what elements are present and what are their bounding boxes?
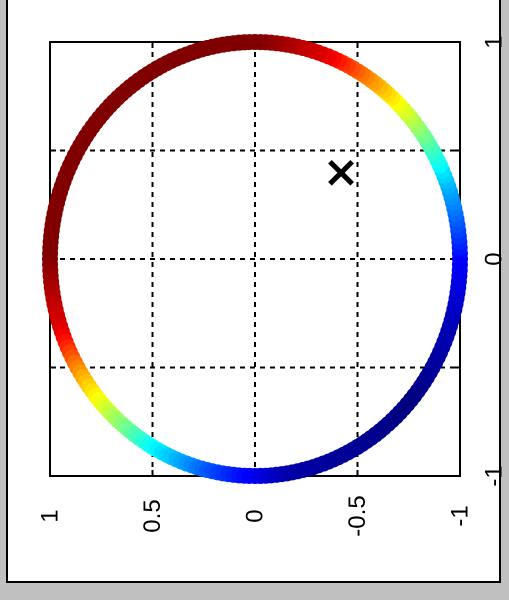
- y-tick-label-2: 1: [481, 35, 504, 48]
- circle-chart: × 1 0.5 0 -0.5 -1 -1 0 1: [37, 34, 504, 537]
- tick-labels: 1 0.5 0 -0.5 -1 -1 0 1: [37, 35, 504, 536]
- x-tick-label-1: 0.5: [139, 499, 166, 532]
- y-tick-label-0: -1: [481, 465, 504, 486]
- x-marker: ×: [323, 147, 360, 198]
- x-tick-label-2: 0: [242, 509, 269, 522]
- y-tick-label-1: 0: [481, 252, 504, 265]
- x-tick-label-4: -1: [447, 505, 474, 526]
- circle-series: [42, 34, 468, 484]
- grid-lines: [50, 42, 460, 476]
- x-tick-label-0: 1: [37, 509, 64, 522]
- x-tick-label-3: -0.5: [344, 495, 371, 536]
- circle-point: [451, 256, 468, 273]
- figure-window: × 1 0.5 0 -0.5 -1 -1 0 1: [6, 0, 504, 583]
